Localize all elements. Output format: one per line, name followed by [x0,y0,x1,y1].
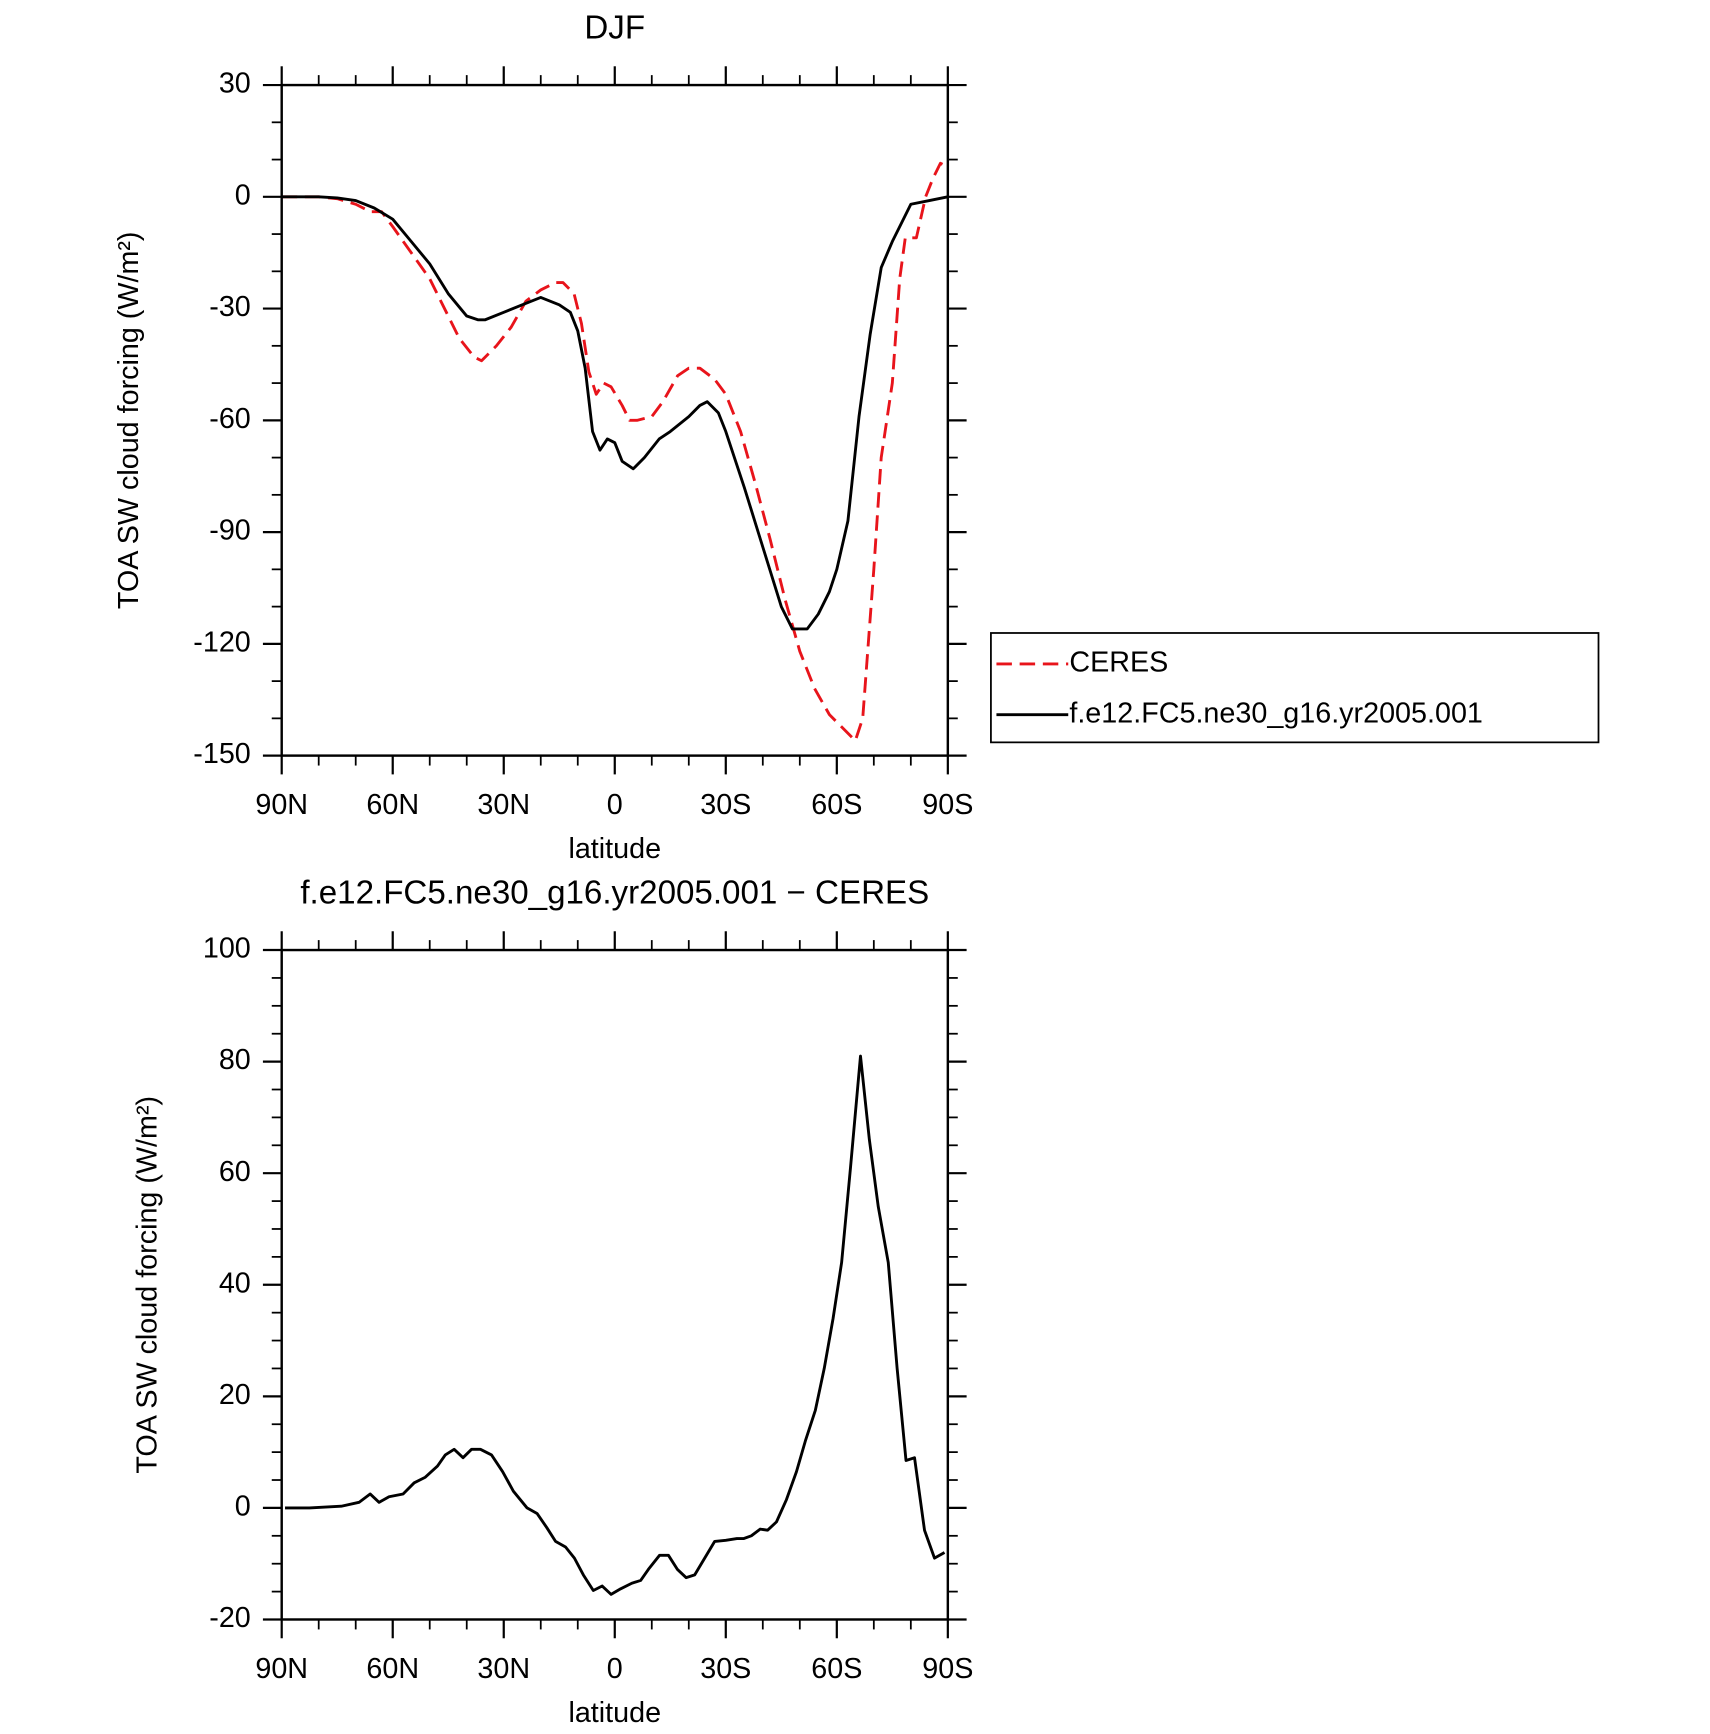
figure-body: DJF -150 -120 -90 -60 -30 0 30 90N 60N 30N 0 30S 60S 9… [113,10,1600,1729]
x-tick-label: 30N [477,789,530,821]
x-tick-label: 90N [255,789,308,821]
x-tick-label: 30N [477,1653,530,1685]
x-tick-label: 0 [607,1653,623,1685]
y-tick-label: -20 [209,1602,251,1634]
panel-title: DJF [584,10,645,47]
legend-box [990,632,1600,744]
y-tick-label: 20 [219,1379,251,1411]
y-tick-label: 60 [219,1156,251,1188]
x-tick-label: 0 [607,789,623,821]
data-line [281,195,949,631]
y-tick-label: 30 [219,68,251,100]
panel-title: f.e12.FC5.ne30_g16.yr2005.001 − CERES [300,875,929,912]
plot-frame [280,948,950,1621]
y-axis-label: TOA SW cloud forcing (W/m²) [132,1096,164,1474]
x-tick-label: 90N [255,1653,308,1685]
y-tick-label: -150 [193,738,250,770]
y-tick-label: 40 [219,1267,251,1299]
y-tick-label: 100 [203,933,251,965]
x-tick-label: 30S [700,1653,751,1685]
y-tick-label: -90 [209,515,251,547]
y-tick-label: -60 [209,403,251,435]
y-tick-label: -120 [193,626,250,658]
x-tick-label: 90S [922,1653,973,1685]
x-tick-label: 60N [366,1653,419,1685]
y-tick-label: 0 [235,179,251,211]
x-axis-label: latitude [568,1697,661,1729]
x-tick-label: 60N [366,789,419,821]
x-tick-label: 60S [811,789,862,821]
x-tick-label: 60S [811,1653,862,1685]
y-tick-label: -30 [209,291,251,323]
x-tick-label: 90S [922,789,973,821]
legend-label: CERES [1069,647,1168,679]
x-tick-label: 30S [700,789,751,821]
data-line [285,1054,946,1596]
plot-frame [280,83,950,757]
data-line [281,161,949,743]
y-tick-label: 80 [219,1044,251,1076]
x-axis-label: latitude [568,833,661,865]
y-tick-label: 0 [235,1491,251,1523]
legend-label: f.e12.FC5.ne30_g16.yr2005.001 [1069,697,1483,729]
y-axis-label: TOA SW cloud forcing (W/m²) [113,232,145,610]
